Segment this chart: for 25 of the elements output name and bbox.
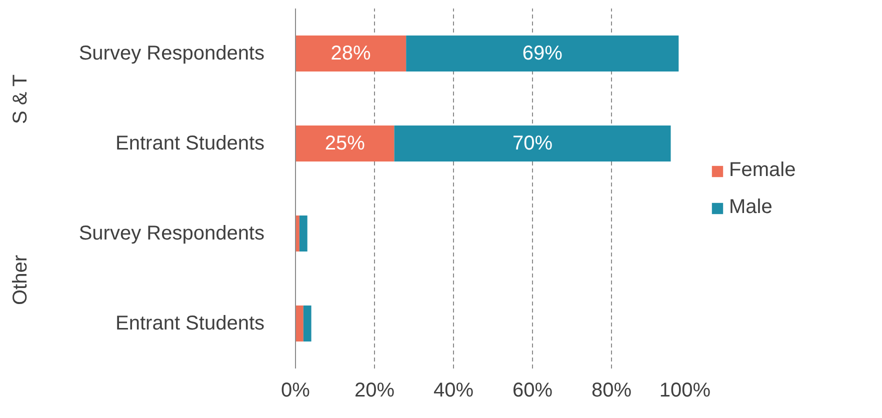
x-tick-label: 0% <box>281 380 310 402</box>
legend-label: Male <box>729 196 772 219</box>
x-tick-label: 100% <box>659 380 711 402</box>
x-tick-label: 60% <box>512 380 553 402</box>
x-tick-label: 40% <box>433 380 474 402</box>
data-label: 28% <box>330 42 372 64</box>
text: Other <box>10 254 32 306</box>
bar <box>299 216 308 252</box>
data-label: 70% <box>512 132 553 154</box>
bar <box>394 126 671 162</box>
x-tick-label: 20% <box>354 380 395 402</box>
bar <box>406 36 679 72</box>
bar <box>296 306 304 342</box>
y-tick-label: Entrant Students <box>116 132 264 154</box>
text: S & T <box>10 74 32 124</box>
legend-label: Female <box>729 159 796 182</box>
data-label: 25% <box>324 132 366 154</box>
y-tick-label: Entrant Students <box>116 312 264 334</box>
y-tick-label: Survey Respondents <box>78 42 265 64</box>
x-tick-label: 80% <box>591 380 632 402</box>
y-tick-label: Survey Respondents <box>78 222 265 244</box>
data-label: 69% <box>522 42 563 64</box>
bar <box>296 126 394 162</box>
bar <box>303 306 312 342</box>
bar <box>296 36 406 72</box>
